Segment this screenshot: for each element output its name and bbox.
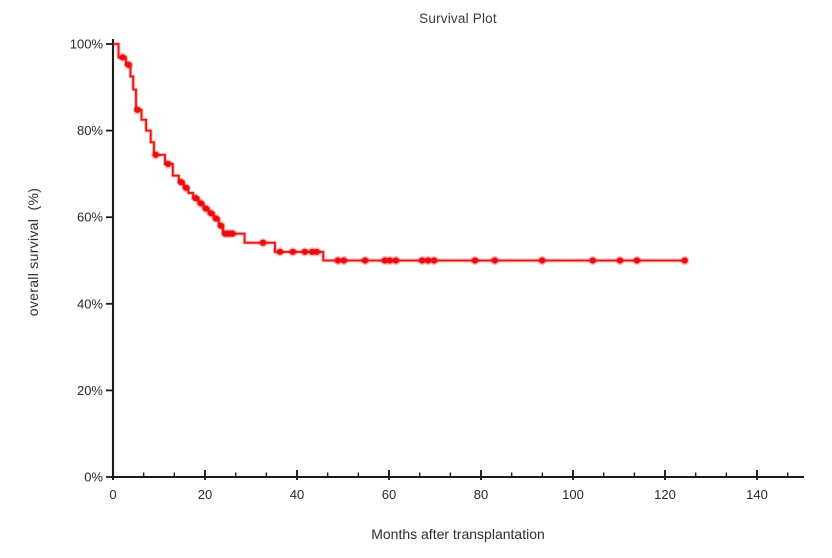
y-tick-label: 20% — [77, 383, 103, 398]
x-ticks — [112, 470, 758, 480]
y-tick-label: 40% — [77, 296, 103, 311]
censor-mark — [309, 248, 316, 255]
censor-mark — [259, 239, 267, 246]
censor-mark — [681, 257, 688, 264]
axes — [110, 38, 805, 480]
censor-mark — [539, 257, 546, 264]
censor-mark — [340, 257, 348, 264]
censor-mark — [386, 257, 394, 264]
censor-mark — [177, 179, 185, 186]
censor-mark — [589, 257, 596, 264]
x-tick-label: 20 — [198, 487, 212, 502]
censor-mark — [313, 248, 320, 255]
x-tick-label: 80 — [474, 487, 488, 502]
censor-mark — [229, 230, 236, 237]
censor-mark — [633, 257, 641, 264]
x-axis-label: Months after transplantation — [371, 526, 545, 542]
chart-title: Survival Plot — [419, 11, 497, 26]
survival-curve-line — [113, 43, 685, 262]
y-tick-label: 0% — [84, 470, 103, 485]
x-minor-ticks — [142, 472, 789, 477]
censor-mark — [430, 257, 438, 264]
censor-mark — [202, 205, 210, 212]
censor-mark — [471, 257, 479, 264]
censor-mark — [152, 151, 159, 158]
censor-markers — [118, 52, 690, 266]
y-tick-label: 80% — [77, 123, 103, 138]
x-tick-label: 0 — [109, 487, 116, 502]
x-tick-label: 100 — [562, 487, 584, 502]
x-tick-label: 120 — [654, 487, 676, 502]
survival-curve — [113, 42, 685, 263]
censor-mark — [334, 257, 342, 264]
x-tick-label: 60 — [382, 487, 396, 502]
censor-mark — [207, 210, 215, 217]
x-tick-label: 40 — [290, 487, 304, 502]
censor-mark — [197, 200, 204, 207]
censor-mark — [419, 257, 426, 264]
y-tick-label: 60% — [77, 210, 103, 225]
censor-mark — [165, 160, 172, 168]
censor-mark — [616, 257, 624, 264]
censor-mark — [425, 257, 432, 264]
censor-mark — [218, 222, 225, 229]
censor-mark — [301, 248, 308, 255]
censor-mark — [361, 257, 369, 264]
censor-mark — [381, 257, 388, 264]
censor-mark — [119, 54, 126, 61]
censor-mark — [212, 215, 220, 222]
y-ticks — [106, 43, 113, 478]
censor-mark — [125, 61, 132, 68]
censor-mark — [134, 106, 141, 113]
y-tick-label: 100% — [70, 37, 104, 52]
x-tick-label: 140 — [746, 487, 768, 502]
censor-mark — [183, 184, 190, 191]
censor-mark — [276, 248, 284, 255]
censor-mark — [392, 257, 399, 264]
censor-mark — [289, 248, 296, 255]
censor-mark — [192, 195, 199, 202]
censor-mark — [491, 257, 498, 264]
